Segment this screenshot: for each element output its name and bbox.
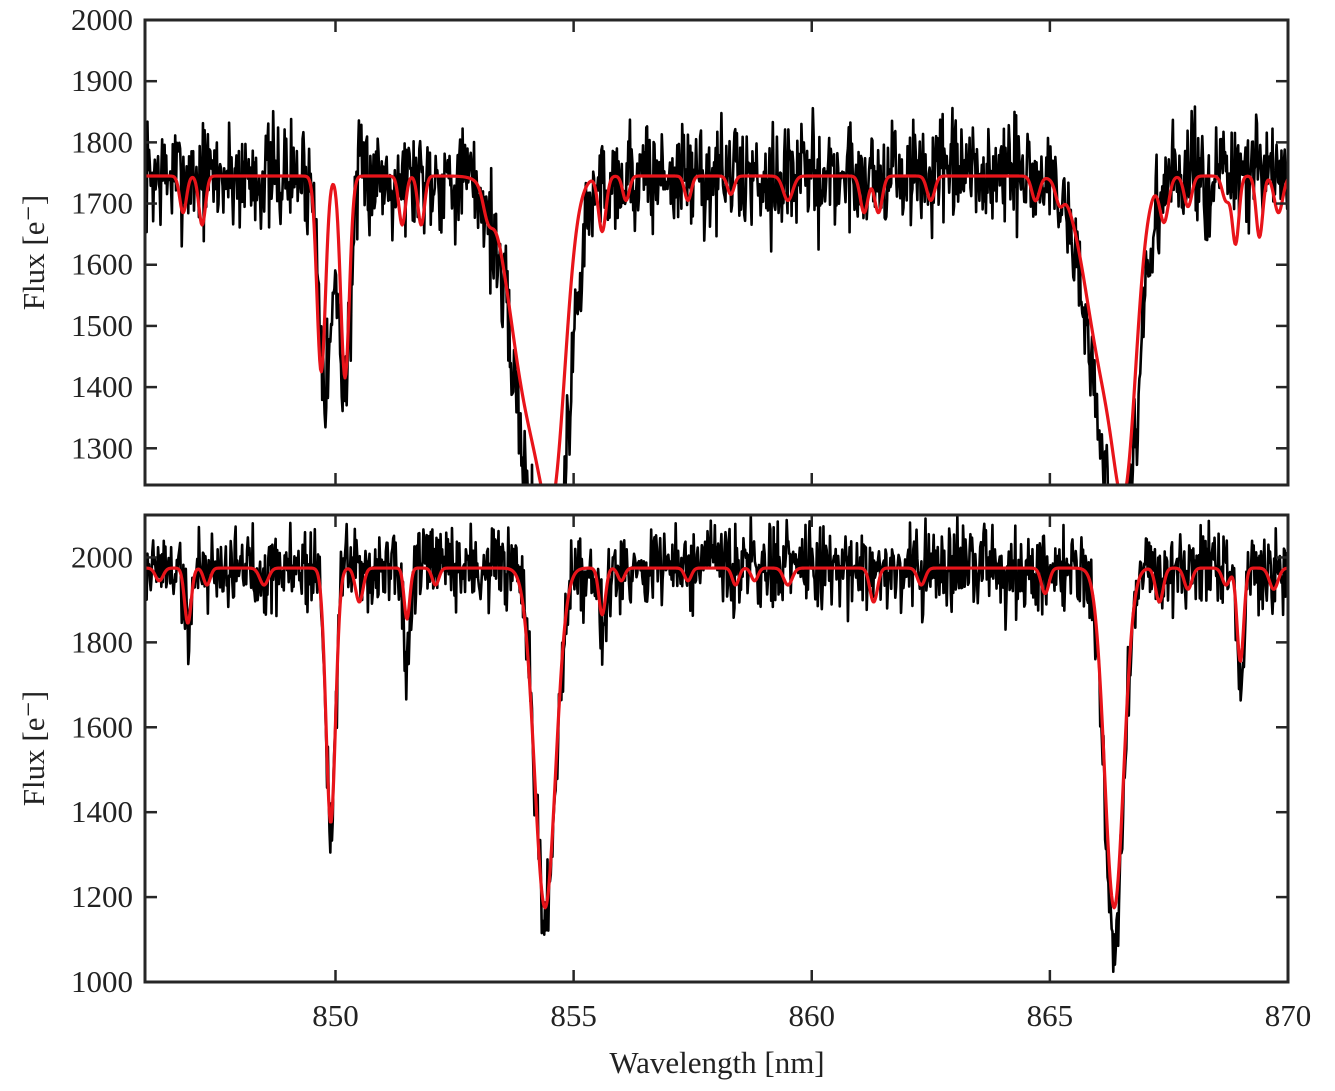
x-tick-label: 860 bbox=[789, 998, 836, 1033]
y-tick-label: 1800 bbox=[71, 124, 133, 159]
x-tick-label: 870 bbox=[1265, 998, 1312, 1033]
x-tick-label: 850 bbox=[312, 998, 359, 1033]
x-axis-label: Wavelength [nm] bbox=[609, 1045, 824, 1080]
y-tick-label: 1900 bbox=[71, 63, 133, 98]
plot-frame bbox=[143, 513, 1290, 984]
y-axis-label: Flux [e⁻] bbox=[16, 691, 51, 806]
x-tick-label: 855 bbox=[550, 998, 597, 1033]
plot-frame bbox=[143, 18, 1290, 487]
y-tick-label: 1600 bbox=[71, 709, 133, 744]
y-tick-label: 1000 bbox=[71, 964, 133, 999]
y-tick-label: 1400 bbox=[71, 369, 133, 404]
x-tick-label: 865 bbox=[1027, 998, 1074, 1033]
model-spectrum-line bbox=[145, 174, 1288, 485]
y-tick-label: 2000 bbox=[71, 2, 133, 37]
bottom-panel: 1000 1200 1400 1600 1800 2000 850 855 860 865 870 F… bbox=[16, 513, 1312, 1033]
observed-spectrum-line bbox=[145, 105, 1288, 485]
top-panel: 1300 1400 1500 1600 1700 1800 1900 2000 Flux [e⁻… bbox=[16, 2, 1290, 487]
y-tick-label: 1600 bbox=[71, 247, 133, 282]
y-tick-label: 1500 bbox=[71, 308, 133, 343]
y-tick-label: 1400 bbox=[71, 794, 133, 829]
y-tick-label: 1300 bbox=[71, 430, 133, 465]
y-tick-label: 1700 bbox=[71, 186, 133, 221]
y-axis-label: Flux [e⁻] bbox=[16, 195, 51, 310]
y-tick-label: 2000 bbox=[71, 539, 133, 574]
model-spectrum-line bbox=[145, 566, 1288, 910]
y-tick-label: 1800 bbox=[71, 624, 133, 659]
y-tick-label: 1200 bbox=[71, 879, 133, 914]
